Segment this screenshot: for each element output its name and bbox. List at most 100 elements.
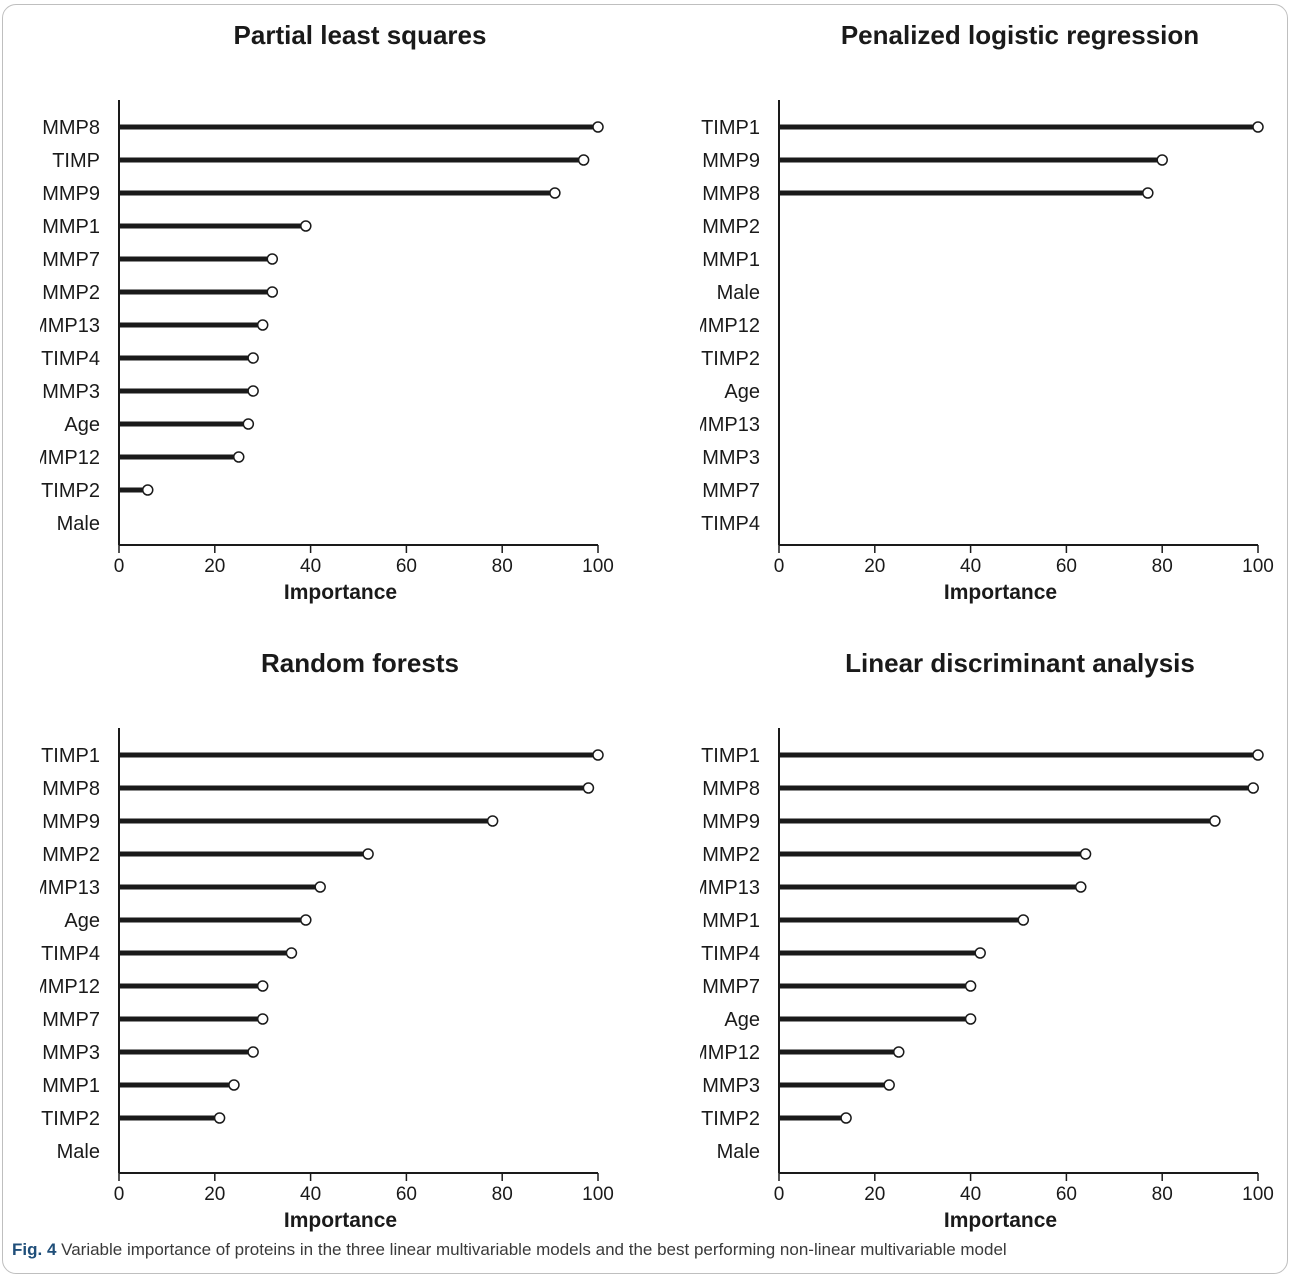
data-point (213, 1112, 226, 1124)
chart-svg: 0 20 40 60 80 100 Importance TIMP1 MMP8 MMP9 MMP2 M… (700, 728, 1274, 1232)
category-label: TIMP2 (701, 348, 760, 370)
x-tick-label: 20 (204, 556, 225, 577)
x-tick-label: 60 (1056, 556, 1077, 577)
category-label: MMP1 (702, 910, 760, 932)
category-label: MMP13 (700, 877, 760, 899)
data-point (1075, 881, 1087, 893)
category-label: MMP2 (702, 844, 760, 866)
figure-caption-text: Variable importance of proteins in the t… (56, 1240, 1007, 1259)
x-axis-label: Importance (284, 581, 397, 604)
data-point (1017, 914, 1030, 926)
x-tick-label: 40 (300, 556, 321, 577)
x-tick-label: 80 (1152, 1184, 1173, 1205)
category-label: MMP7 (42, 1009, 100, 1031)
category-label: MMP1 (42, 1075, 100, 1097)
x-tick-label: 100 (1242, 556, 1274, 577)
x-tick-label: 20 (864, 556, 885, 577)
x-tick-label: 60 (1056, 1184, 1077, 1205)
category-label: Age (64, 910, 100, 932)
data-point (228, 1079, 240, 1091)
x-tick-label: 0 (114, 556, 125, 577)
x-tick-label: 40 (960, 1184, 981, 1205)
category-label: TIMP2 (701, 1108, 760, 1130)
category-label: MMP13 (40, 315, 100, 337)
category-label: MMP3 (42, 1042, 100, 1064)
x-axis-label: Importance (944, 1209, 1057, 1232)
data-point (233, 451, 245, 463)
chart-svg: 0 20 40 60 80 100 Importance TIMP1 MMP9 MMP8 MMP2 M… (700, 100, 1274, 604)
category-label: MMP2 (42, 844, 100, 866)
x-tick-label: 60 (396, 1184, 417, 1205)
category-label: MMP13 (700, 414, 760, 436)
data-point (1156, 154, 1168, 166)
data-point (256, 1013, 269, 1025)
category-label: MMP8 (42, 117, 100, 139)
category-label: MMP8 (42, 778, 100, 800)
category-label: TIMP1 (701, 117, 760, 139)
x-tick-label: 80 (492, 1184, 513, 1205)
data-point (840, 1112, 852, 1124)
x-tick-label: 60 (396, 556, 417, 577)
plot-area: 0 20 40 60 80 100 Importance MMP8 TIMP MMP9 MMP1 MM… (40, 100, 614, 604)
category-label: TIMP1 (41, 745, 100, 767)
data-point (582, 782, 595, 794)
data-point (1209, 815, 1221, 827)
chart-title: Penalized logistic regression (840, 20, 1200, 50)
data-point (577, 154, 590, 166)
category-label: MMP12 (700, 1042, 760, 1064)
chart-svg: 0 20 40 60 80 100 Importance TIMP1 MMP8 MMP9 MMP2 M… (40, 728, 614, 1232)
data-point (266, 286, 279, 298)
chart-title: Partial least squares (233, 20, 487, 50)
data-point (1142, 187, 1154, 199)
chart-partial-least-squares: Partial least squares 0 20 40 60 80 100 Import… (40, 0, 680, 630)
data-point (893, 1046, 905, 1058)
plot-area: 0 20 40 60 80 100 Importance TIMP1 MMP8 MMP9 MMP2 M… (700, 728, 1274, 1232)
data-point (1252, 121, 1264, 133)
category-label: TIMP4 (701, 513, 760, 535)
data-point (592, 121, 604, 133)
data-point (266, 253, 279, 265)
figure-caption: Fig. 4 Variable importance of proteins i… (12, 1240, 1282, 1260)
category-label: TIMP2 (41, 480, 100, 502)
chart-svg: 0 20 40 60 80 100 Importance MMP8 TIMP MMP9 MMP1 MM… (40, 100, 614, 604)
category-label: TIMP4 (41, 348, 100, 370)
x-axis-label: Importance (284, 1209, 397, 1232)
category-label: MMP9 (42, 811, 100, 833)
category-label: MMP8 (702, 778, 760, 800)
data-point (486, 815, 499, 827)
data-point (247, 385, 259, 397)
category-label: MMP2 (702, 216, 760, 238)
data-point (974, 947, 986, 959)
category-label: Age (724, 1009, 760, 1031)
category-label: MMP9 (42, 183, 100, 205)
category-label: Age (64, 414, 100, 436)
category-label: TIMP2 (41, 1108, 100, 1130)
category-label: TIMP4 (41, 943, 100, 965)
category-label: MMP12 (700, 315, 760, 337)
category-label: MMP9 (702, 811, 760, 833)
data-point (964, 980, 977, 992)
category-label: Male (57, 1141, 100, 1163)
category-label: MMP1 (702, 249, 760, 271)
data-point (256, 319, 269, 331)
plot-area: 0 20 40 60 80 100 Importance TIMP1 MMP9 MMP8 MMP2 M… (700, 100, 1274, 604)
category-label: Male (57, 513, 100, 535)
category-label: MMP3 (42, 381, 100, 403)
data-point (256, 980, 269, 992)
data-point (549, 187, 561, 199)
x-tick-label: 0 (774, 556, 785, 577)
x-tick-label: 100 (582, 1184, 614, 1205)
x-tick-label: 40 (960, 556, 981, 577)
category-label: MMP1 (42, 216, 100, 238)
chart-linear-discriminant-analysis: Linear discriminant analysis 0 20 40 60 80 10… (700, 628, 1292, 1258)
category-label: TIMP1 (701, 745, 760, 767)
chart-random-forests: Random forests 0 20 40 60 80 100 Importance TIM… (40, 628, 680, 1258)
x-tick-label: 100 (1242, 1184, 1274, 1205)
data-point (314, 881, 326, 893)
data-point (592, 749, 604, 761)
data-point (300, 914, 312, 926)
data-point (1252, 749, 1264, 761)
data-point (285, 947, 298, 959)
data-point (1247, 782, 1259, 794)
x-tick-label: 80 (1152, 556, 1173, 577)
